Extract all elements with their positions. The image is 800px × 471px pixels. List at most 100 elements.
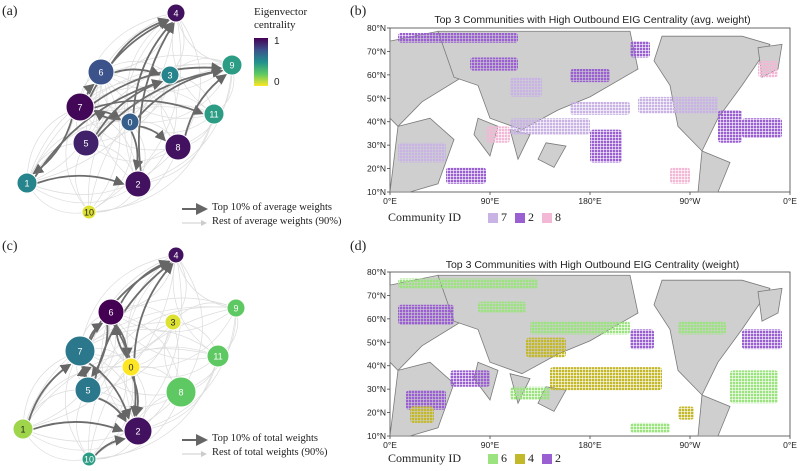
x-tick-label: 90°W <box>680 196 701 206</box>
strong-edge <box>133 262 174 359</box>
community-region <box>450 370 490 387</box>
node-circle <box>166 3 186 23</box>
community-region <box>478 301 526 313</box>
node-label: 3 <box>170 318 175 328</box>
panel-label: (a) <box>2 4 18 19</box>
node-circle <box>123 416 153 446</box>
community-region <box>570 101 630 115</box>
strong-edge <box>131 375 144 417</box>
community-region <box>742 329 782 350</box>
strong-edge <box>36 174 125 186</box>
legend-title: Community ID <box>388 451 462 465</box>
land-mass <box>697 150 731 193</box>
weak-edge <box>130 307 237 369</box>
node-label: 8 <box>175 143 180 153</box>
node-circle <box>72 129 100 157</box>
land-mass <box>653 279 771 396</box>
community-legend: 6 4 2 <box>488 451 561 466</box>
land-mass <box>757 287 783 322</box>
graph-node: 3 <box>164 313 182 331</box>
weak-edge <box>137 64 233 185</box>
strong-edge <box>34 79 163 178</box>
graph-node: 8 <box>165 376 197 408</box>
strong-edge <box>94 435 126 457</box>
community-region <box>398 142 446 163</box>
graph-node: 5 <box>72 129 100 157</box>
graph-node: 9 <box>226 298 246 318</box>
community-map: 80°N70°N60°N50°N40°N30°N20°N10°N0°E 90°E 1… <box>367 23 797 206</box>
community-region <box>670 167 690 184</box>
community-region <box>718 110 742 143</box>
graph-node: 11 <box>206 344 230 368</box>
y-tick-label: 80°N <box>367 23 386 33</box>
weak-edge <box>26 182 139 204</box>
strong-edge <box>88 322 104 340</box>
legend-swatch <box>542 212 552 223</box>
legend-item: 8 <box>542 210 561 225</box>
node-label: 8 <box>178 388 183 398</box>
node-circle <box>120 112 140 132</box>
land-mass <box>537 142 567 168</box>
panel-c: (c) 4 6 3 9 7 0 11 5 8 1 2 10 Top 10% of total weig… <box>0 235 340 471</box>
node-circle <box>160 65 180 85</box>
node-circle <box>165 376 197 408</box>
community-region <box>398 32 518 43</box>
weak-edge <box>87 321 174 391</box>
graph-node: 1 <box>12 418 34 440</box>
y-tick-label: 80°N <box>367 267 386 277</box>
x-tick-label: 180°E <box>578 440 602 450</box>
node-label: 11 <box>209 110 218 120</box>
weak-edge <box>88 307 237 460</box>
y-tick-label: 40°N <box>367 361 386 371</box>
panel-label: (b) <box>350 4 367 19</box>
legend-label: 8 <box>555 210 561 224</box>
community-region <box>526 337 566 358</box>
legend-weak-edges: Rest of average weights (90%) <box>212 216 342 227</box>
node-circle <box>124 170 152 198</box>
strong-edge <box>110 324 129 360</box>
legend-item: 7 <box>488 210 507 225</box>
edge-legend-swatches <box>182 434 208 457</box>
y-tick-label: 50°N <box>367 93 386 103</box>
weak-edge <box>123 12 177 185</box>
graph-node: 2 <box>123 416 153 446</box>
community-region <box>638 96 718 114</box>
community-region <box>406 390 446 410</box>
node-label: 5 <box>83 139 88 149</box>
node-label: 3 <box>167 71 172 81</box>
legend-item: 4 <box>515 451 534 466</box>
community-region <box>550 367 662 391</box>
strong-edge <box>82 83 95 96</box>
network-graph: 4 6 3 9 7 0 11 5 8 1 2 10 <box>16 3 243 220</box>
graph-node: 10 <box>81 451 97 467</box>
graph-node: 3 <box>160 65 180 85</box>
community-region <box>678 321 726 335</box>
node-circle <box>97 298 125 326</box>
weak-edge <box>175 254 203 393</box>
x-tick-label: 90°W <box>680 440 701 450</box>
graph-node: 7 <box>64 335 96 367</box>
panel-d: (d) Top 3 Communities with High Outbound… <box>340 235 800 471</box>
legend-label: 7 <box>501 210 507 224</box>
colorbar <box>254 38 268 86</box>
x-tick-label: 0°E <box>383 196 397 206</box>
legend-swatch <box>488 212 498 223</box>
legend-weak-edges: Rest of total weights (90%) <box>212 447 328 458</box>
weak-edge <box>137 307 237 432</box>
community-region <box>510 118 590 135</box>
graph-node: 2 <box>124 170 152 198</box>
node-circle <box>164 133 192 161</box>
community-legend: 7 2 8 <box>488 210 561 225</box>
node-label: 6 <box>108 308 113 318</box>
node-circle <box>74 376 102 404</box>
node-circle <box>203 103 225 125</box>
graph-node: 0 <box>121 357 141 377</box>
graph-node: 8 <box>164 133 192 161</box>
weak-edge <box>22 391 182 442</box>
y-tick-label: 50°N <box>367 337 386 347</box>
weak-edge <box>110 307 237 333</box>
node-circle <box>87 58 115 86</box>
weak-edge <box>65 106 90 213</box>
node-label: 10 <box>84 455 94 465</box>
node-label: 10 <box>84 208 94 218</box>
